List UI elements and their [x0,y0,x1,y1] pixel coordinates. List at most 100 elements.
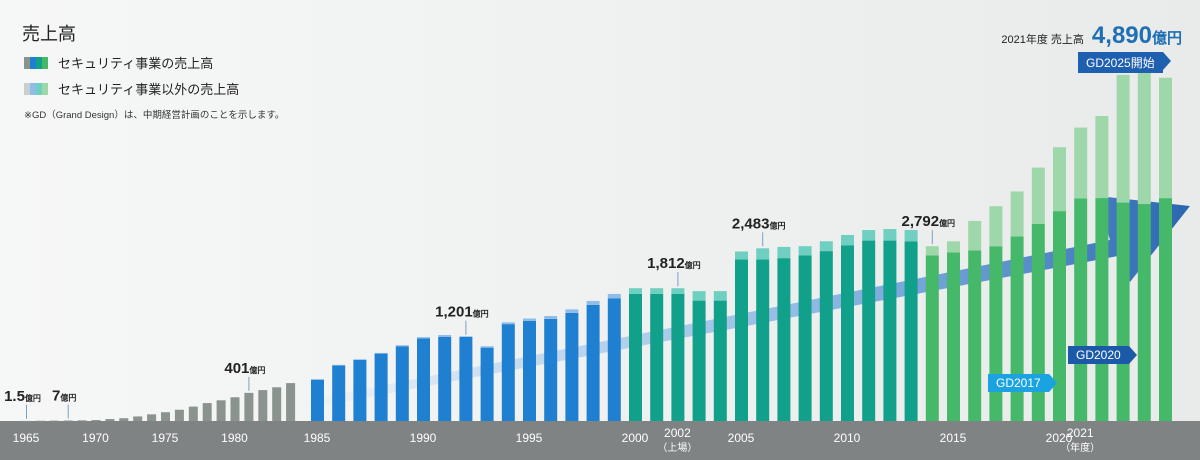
bar-other-51 [968,220,982,251]
bar-security-23 [374,353,388,421]
bar-security-21 [332,365,346,421]
bar-security-10 [161,412,170,421]
gd2017-tag: GD2017 [988,374,1057,392]
bar-other-45 [841,234,854,246]
bar-other-28 [480,346,494,348]
bar-security-19 [286,383,296,421]
bar-security-0 [22,420,31,422]
bar-security-31 [544,318,558,421]
bar-security-3 [63,420,73,422]
bar-security-55 [1053,211,1066,421]
bar-other-60 [1159,77,1172,199]
total-revenue: 2021年度 売上高 4,890 億円 [1001,22,1182,50]
bar-security-32 [565,312,579,421]
gd2017-arrow [1048,374,1057,392]
data-label-0: 1.5億円 [4,388,41,405]
bar-security-38 [692,300,706,421]
x-tick-2002: 2002 [664,426,691,440]
x-tick-1985: 1985 [304,431,331,445]
bar-security-40 [735,259,748,421]
legend-label-security: セキュリティ事業の売上高 [58,56,214,71]
data-label-27: 1,201億円 [435,304,489,321]
bar-security-8 [133,416,143,421]
bar-security-27 [459,336,473,421]
bar-security-49 [925,255,939,421]
total-value: 4,890 [1091,22,1152,49]
chart-title: 売上高 [22,24,76,44]
gd2025-arrow [1162,52,1171,70]
bar-security-60 [1159,198,1172,421]
data-label-16: 401億円 [224,360,265,377]
gd2020-tag: GD2020 [1068,346,1137,364]
total-unit: 億円 [1151,30,1182,47]
x-tick-1975: 1975 [152,431,179,445]
bar-other-57 [1095,115,1109,199]
bar-other-32 [565,309,579,313]
legend-other: セキュリティ事業以外の売上高 [24,79,239,98]
gd2025-tag: GD2025開始 [1078,52,1171,73]
bar-security-46 [862,240,876,421]
gd2017-label: GD2017 [996,376,1041,390]
bar-other-22 [353,359,367,360]
bar-other-55 [1053,147,1066,212]
x-tick-1965: 1965 [13,431,40,445]
x-tick-2000: 2000 [622,431,649,445]
bar-security-17 [258,390,268,421]
gd2020-label: GD2020 [1076,348,1121,362]
bar-security-28 [480,347,494,421]
bar-security-13 [202,403,212,421]
x-tick-1970: 1970 [82,431,109,445]
bar-security-34 [607,298,621,421]
x-tick-sub-2021: （年度） [1060,441,1100,454]
bar-security-52 [989,246,1003,421]
bar-security-30 [523,320,536,421]
x-tick-2021: 2021 [1067,426,1094,440]
bar-other-41 [756,248,770,260]
bar-other-46 [862,230,876,241]
bar-security-5 [91,420,101,421]
legend-security: セキュリティ事業の売上高 [24,53,213,72]
bar-other-52 [989,206,1003,247]
bar-security-42 [777,258,791,421]
bar-other-44 [819,241,833,252]
bar-other-48 [904,230,918,242]
bar-security-58 [1116,202,1130,421]
gd2025-label: GD2025開始 [1086,56,1155,70]
legend-swatch-security [24,56,48,69]
x-tick-2020: 2020 [1046,431,1073,445]
bar-security-57 [1095,198,1109,421]
x-tick-1980: 1980 [221,431,248,445]
bar-security-48 [904,241,918,421]
bar-security-37 [671,293,685,421]
bar-security-9 [147,414,157,421]
bar-security-59 [1137,204,1151,421]
bar-security-25 [417,338,430,421]
bar-other-39 [713,291,727,301]
bar-other-54 [1031,167,1045,224]
bar-other-36 [650,288,664,294]
bar-security-43 [798,255,812,421]
bar-security-6 [105,419,115,421]
bar-security-26 [438,336,452,421]
bar-security-4 [77,420,87,422]
bar-security-36 [650,293,664,421]
bar-security-56 [1074,198,1088,421]
bar-other-33 [586,300,600,305]
bar-security-44 [819,251,833,421]
bar-other-49 [925,246,939,256]
bar-other-31 [544,316,558,319]
legend-label-other: セキュリティ事業以外の売上高 [58,82,240,97]
bar-other-40 [735,251,748,260]
bar-security-16 [244,392,254,421]
bar-security-39 [713,300,727,421]
bar-other-56 [1074,127,1088,199]
bar-security-33 [586,304,600,421]
x-tick-sub-2002: （上場） [657,441,697,454]
bar-security-47 [883,240,897,421]
bar-other-50 [947,241,960,253]
bar-other-25 [417,337,430,339]
bar-security-50 [947,252,960,421]
x-tick-1995: 1995 [516,431,543,445]
bar-other-38 [692,291,706,301]
bar-security-15 [230,397,240,421]
